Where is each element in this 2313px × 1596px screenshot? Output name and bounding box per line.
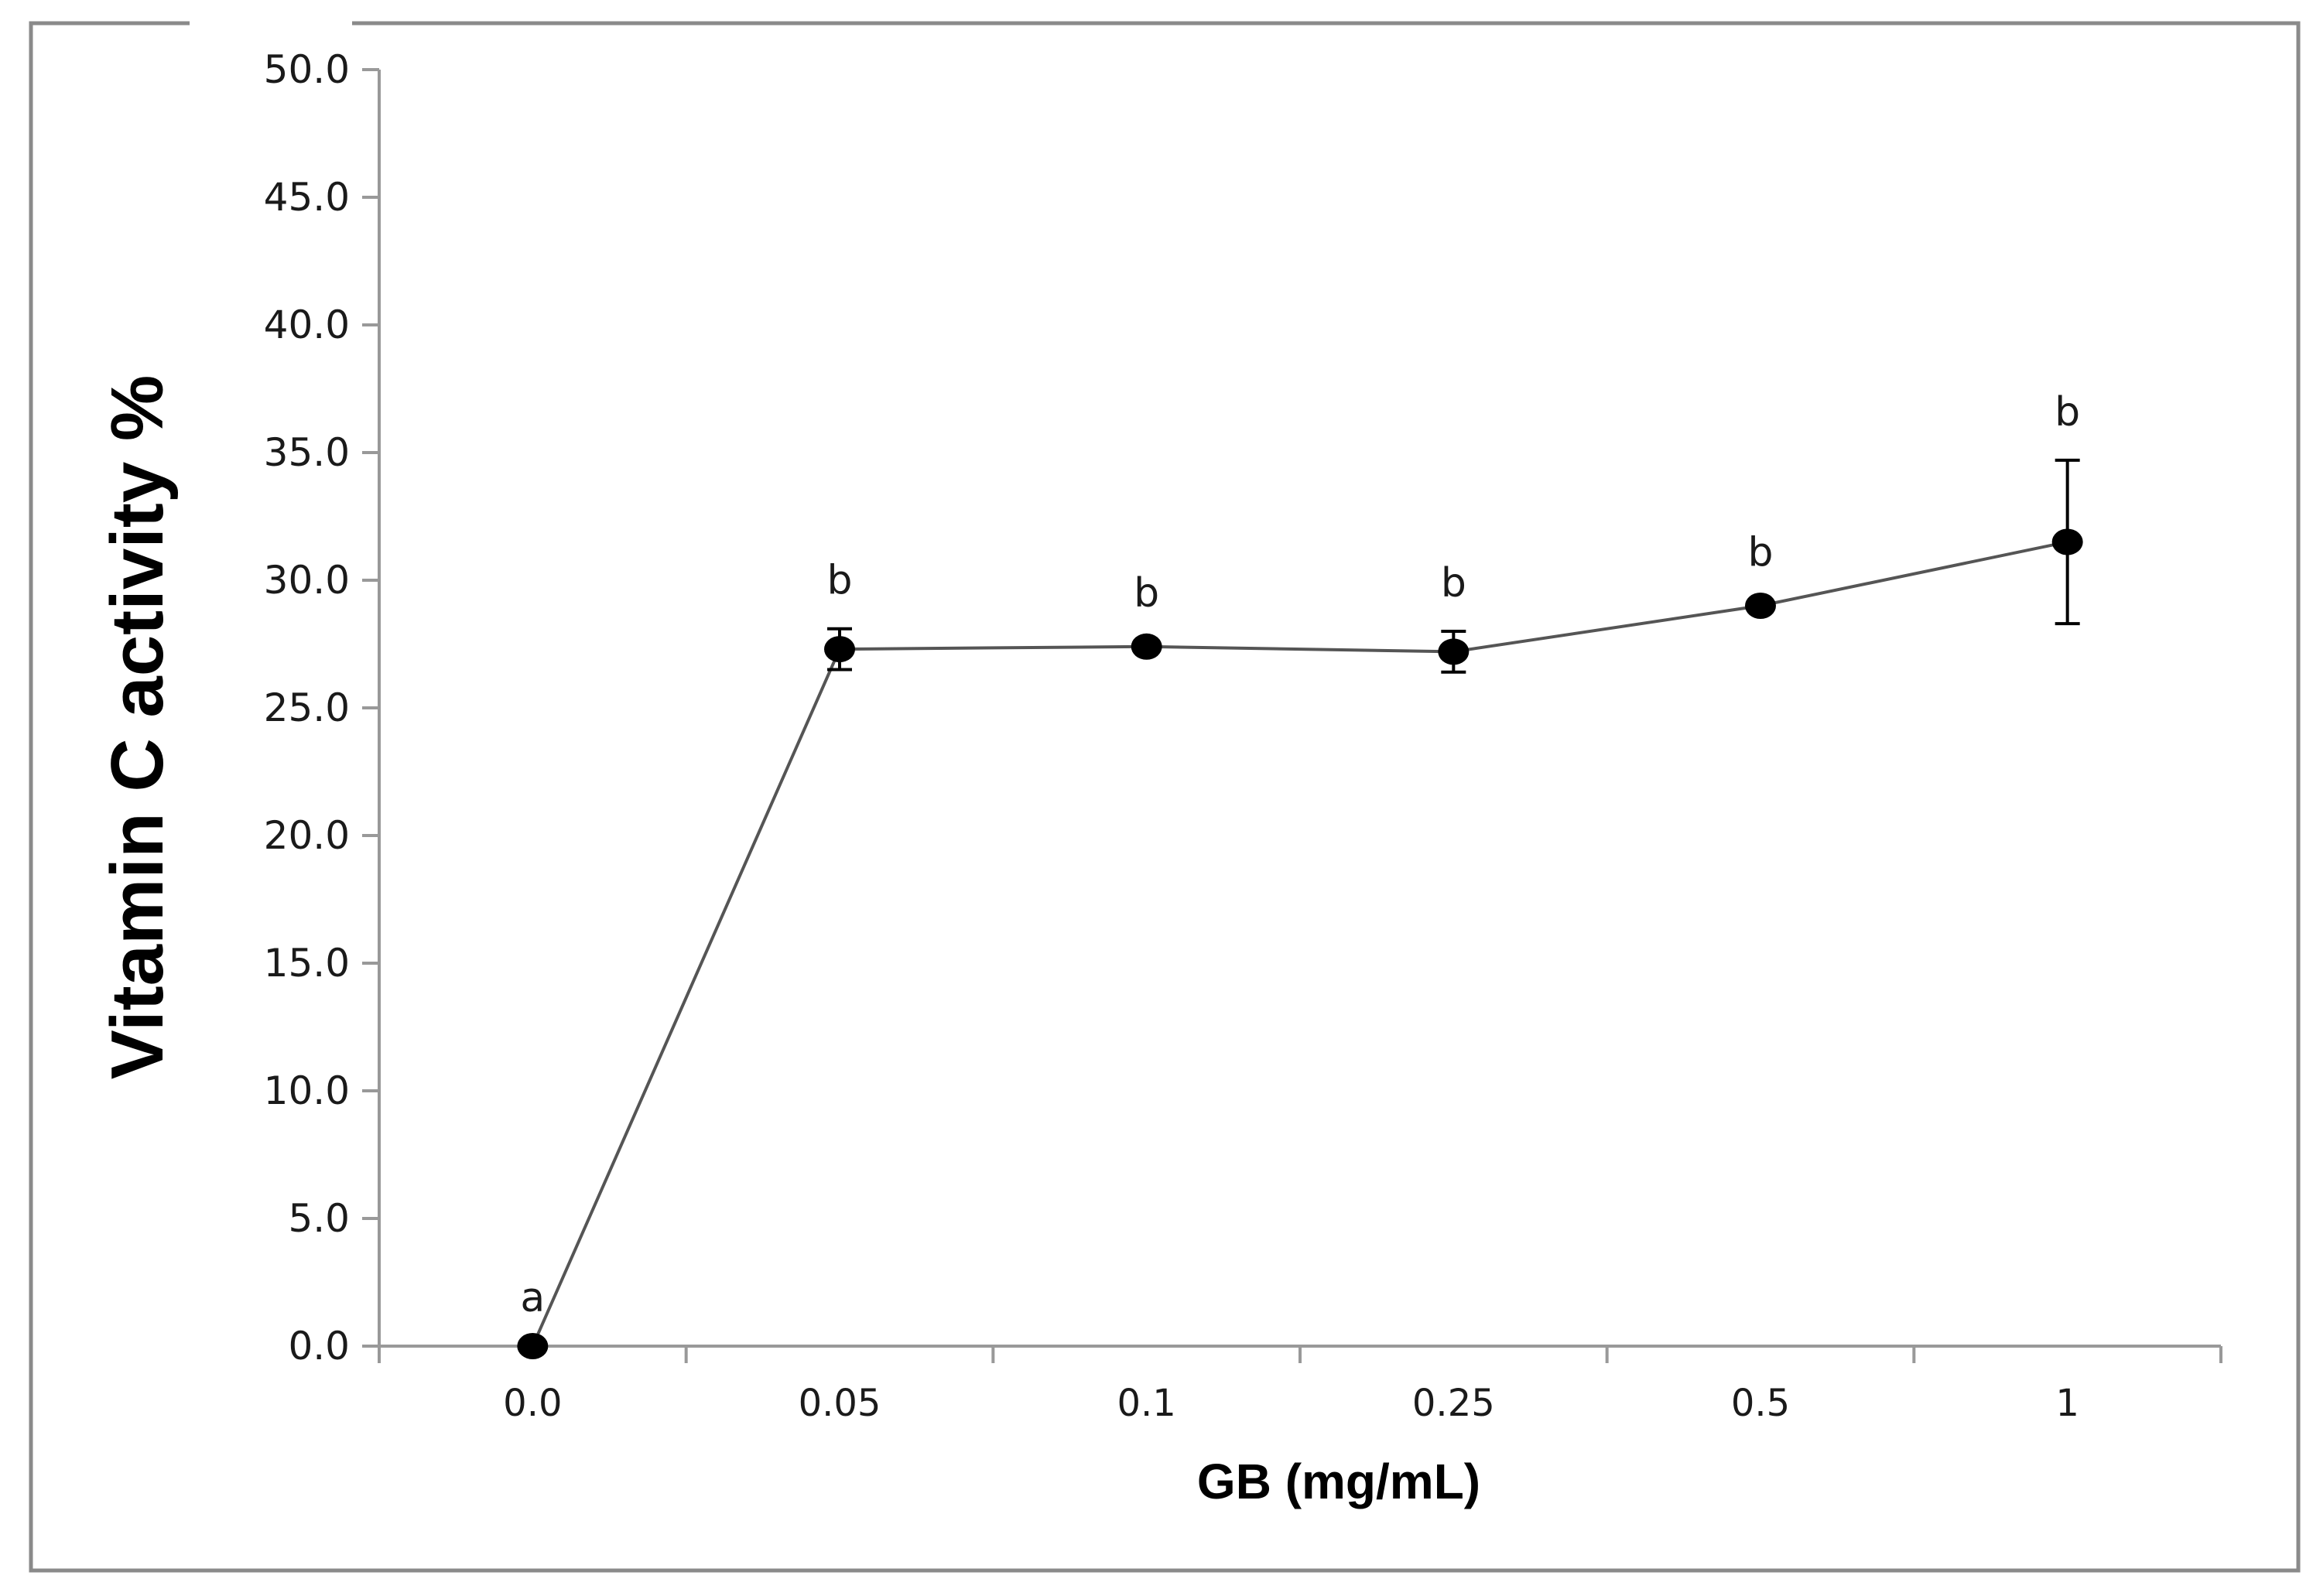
y-tick-label: 35.0 (264, 430, 350, 475)
data-point (824, 636, 855, 663)
x-tick-label: 0.25 (1412, 1382, 1495, 1425)
series (517, 458, 2083, 1359)
y-tick-label: 15.0 (264, 941, 350, 986)
data-point (517, 1333, 549, 1359)
x-axis-title: GB (mg/mL) (1197, 1454, 1480, 1509)
significance-label: b (1441, 560, 1466, 607)
significance-label: b (2055, 389, 2080, 436)
data-point (1745, 593, 1776, 619)
significance-label: b (1747, 529, 1773, 576)
y-tick-label: 5.0 (288, 1196, 350, 1241)
x-tick-label: 1 (2055, 1382, 2079, 1425)
chart-frame (29, 21, 2301, 1573)
y-tick-label: 0.0 (288, 1324, 350, 1369)
x-tick-label: 0.5 (1731, 1382, 1790, 1425)
x-tick-label: 0.0 (503, 1382, 562, 1425)
labels: 0.05.010.015.020.025.030.035.040.045.050… (264, 47, 2081, 1425)
ticks (362, 68, 2222, 1363)
data-point (2051, 528, 2083, 555)
y-tick-label: 10.0 (264, 1068, 350, 1113)
y-axis-title: Vitamin C activity % (96, 375, 179, 1080)
x-tick-label: 0.05 (799, 1382, 881, 1425)
y-tick-label: 45.0 (264, 175, 350, 220)
axes (378, 70, 2221, 1348)
series-line (531, 540, 2068, 1347)
y-tick-label: 30.0 (264, 558, 350, 603)
y-tick-label: 20.0 (264, 813, 350, 858)
data-point (1438, 638, 1470, 665)
significance-label: b (826, 558, 852, 604)
y-tick-label: 25.0 (264, 685, 350, 730)
y-tick-label: 50.0 (264, 47, 350, 92)
significance-label: a (520, 1275, 545, 1321)
data-point (1131, 633, 1162, 660)
x-tick-label: 0.1 (1117, 1382, 1175, 1425)
y-tick-label: 40.0 (264, 302, 350, 347)
significance-label: b (1134, 570, 1159, 617)
